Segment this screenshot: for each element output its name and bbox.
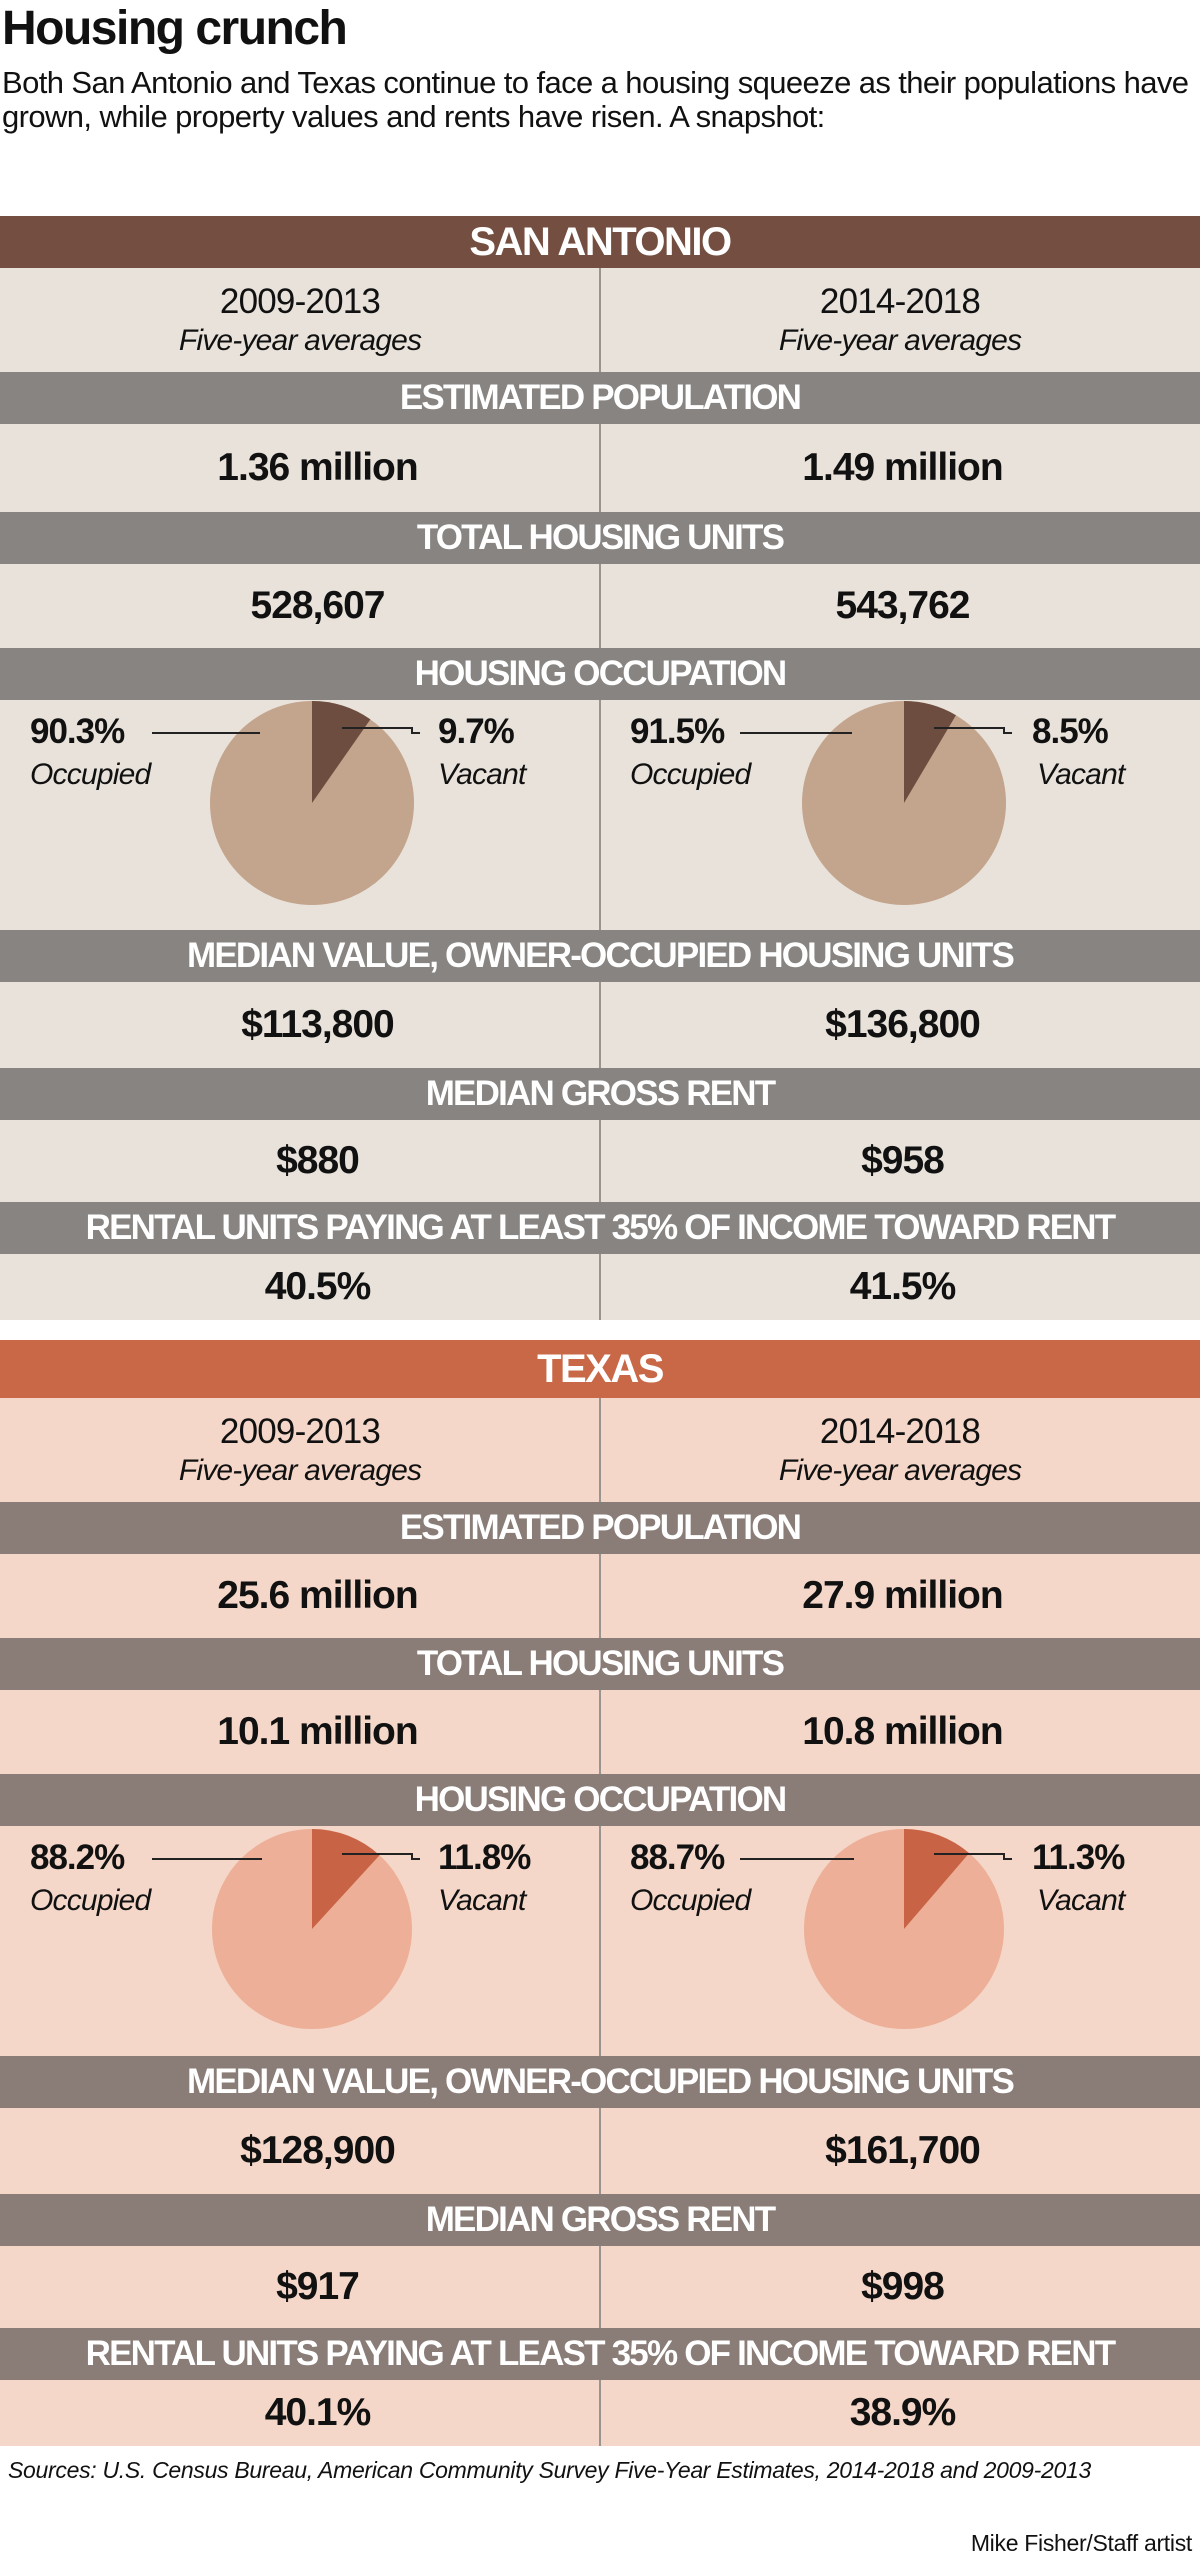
metric-value: $161,700: [825, 2129, 981, 2172]
metric-header: HOUSING OCCUPATION: [0, 648, 1200, 700]
period-header: 2014-2018 Five-year averages: [600, 268, 1200, 372]
metric-value-row: 40.5% 41.5%: [0, 1254, 1200, 1320]
metric-value: $880: [276, 1139, 360, 1182]
period-header: 2014-2018 Five-year averages: [600, 1398, 1200, 1502]
metric-header: TOTAL HOUSING UNITS: [0, 1638, 1200, 1690]
metric-value-row: 25.6 million 27.9 million: [0, 1554, 1200, 1638]
occupied-label: Occupied: [30, 758, 151, 791]
metric-value-row: 40.1% 38.9%: [0, 2380, 1200, 2446]
metric-value: 10.1 million: [217, 1710, 418, 1753]
metric-value: $113,800: [241, 1003, 395, 1046]
vacant-leader-line: [934, 727, 1012, 734]
pie-chart: [740, 1829, 1012, 2029]
metric-header: RENTAL UNITS PAYING AT LEAST 35% OF INCO…: [0, 2328, 1200, 2380]
column-divider: [599, 268, 601, 1320]
metric-value-row: $128,900 $161,700: [0, 2108, 1200, 2194]
period-note: Five-year averages: [178, 1454, 422, 1487]
metric-header: MEDIAN GROSS RENT: [0, 2194, 1200, 2246]
pie-slice-vacant: [904, 701, 956, 803]
metric-value: 1.36 million: [217, 446, 418, 489]
metric-header: ESTIMATED POPULATION: [0, 372, 1200, 424]
period-header: 2009-2013 Five-year averages: [0, 1398, 600, 1502]
metric-header: MEDIAN GROSS RENT: [0, 1068, 1200, 1120]
region-texas: TEXAS 2009-2013 Five-year averages 2014-201…: [0, 1340, 1200, 2446]
metric-header: MEDIAN VALUE, OWNER-OCCUPIED HOUSING UNI…: [0, 930, 1200, 982]
intro-text: Both San Antonio and Texas continue to f…: [2, 65, 1189, 134]
vacant-leader-line: [934, 1853, 1012, 1860]
metric-value: $917: [276, 2265, 360, 2308]
region-header: SAN ANTONIO: [0, 216, 1200, 268]
column-divider: [599, 1398, 601, 2446]
vacant-percent: 11.3%: [1032, 1838, 1125, 1877]
metric-value: $998: [861, 2265, 945, 2308]
regions: SAN ANTONIO 2009-2013 Five-year averages 20…: [0, 216, 1200, 2446]
metric-value: $136,800: [825, 1003, 981, 1046]
pie-chart: [740, 701, 1012, 905]
occupied-label: Occupied: [630, 758, 751, 791]
occupied-percent: 90.3%: [30, 712, 125, 751]
pie-row: 88.2% Occupied 11.8% Vacant 88.7% Occupied 11.…: [0, 1826, 1200, 2056]
period-years: 2014-2018: [819, 1412, 981, 1451]
vacant-leader-line: [342, 727, 420, 734]
pie-slice-vacant: [312, 701, 371, 803]
vacant-label: Vacant: [1037, 1884, 1125, 1917]
metric-value: 38.9%: [849, 2391, 957, 2434]
metric-value: 528,607: [250, 584, 386, 627]
occupied-label: Occupied: [30, 1884, 151, 1917]
metric-value: 41.5%: [849, 1265, 957, 1308]
metric-header: TOTAL HOUSING UNITS: [0, 512, 1200, 564]
occupied-percent: 88.7%: [630, 1838, 725, 1877]
period-years: 2014-2018: [819, 282, 981, 321]
metric-value: $128,900: [240, 2129, 396, 2172]
region-san-antonio: SAN ANTONIO 2009-2013 Five-year averages 20…: [0, 216, 1200, 1320]
headline: Housing crunch: [2, 2, 348, 55]
metric-header: RENTAL UNITS PAYING AT LEAST 35% OF INCO…: [0, 1202, 1200, 1254]
period-note: Five-year averages: [178, 324, 422, 357]
period-note: Five-year averages: [778, 324, 1022, 357]
period-row: 2009-2013 Five-year averages 2014-2018 Five…: [0, 268, 1200, 372]
vacant-percent: 8.5%: [1032, 712, 1109, 751]
metric-value: 10.8 million: [802, 1710, 1003, 1753]
metric-header: HOUSING OCCUPATION: [0, 1774, 1200, 1826]
metric-value-row: $880 $958: [0, 1120, 1200, 1202]
period-years: 2009-2013: [219, 282, 381, 321]
vacant-label: Vacant: [438, 758, 526, 791]
metric-value: 543,762: [835, 584, 971, 627]
credit: Mike Fisher/Staff artist: [970, 2530, 1192, 2556]
vacant-label: Vacant: [438, 1884, 526, 1917]
occupied-percent: 91.5%: [630, 712, 725, 751]
sources-note: Sources: U.S. Census Bureau, American Co…: [8, 2457, 1091, 2483]
metric-header: ESTIMATED POPULATION: [0, 1502, 1200, 1554]
metric-value-row: $113,800 $136,800: [0, 982, 1200, 1068]
region-header: TEXAS: [0, 1340, 1200, 1398]
vacant-leader-line: [342, 1853, 420, 1860]
vacant-percent: 11.8%: [438, 1838, 531, 1877]
metric-value: 27.9 million: [802, 1574, 1003, 1617]
pie-chart: [152, 701, 420, 905]
metric-value-row: 10.1 million 10.8 million: [0, 1690, 1200, 1774]
metric-value-row: 1.36 million 1.49 million: [0, 424, 1200, 512]
pie-chart: [152, 1829, 420, 2029]
period-note: Five-year averages: [778, 1454, 1022, 1487]
period-years: 2009-2013: [219, 1412, 381, 1451]
period-row: 2009-2013 Five-year averages 2014-2018 Five…: [0, 1398, 1200, 1502]
period-header: 2009-2013 Five-year averages: [0, 268, 600, 372]
metric-value: 40.1%: [264, 2391, 372, 2434]
metric-value: 1.49 million: [802, 446, 1003, 489]
metric-value: $958: [861, 1139, 945, 1182]
occupied-percent: 88.2%: [30, 1838, 125, 1877]
vacant-percent: 9.7%: [438, 712, 515, 751]
vacant-label: Vacant: [1037, 758, 1125, 791]
metric-value: 25.6 million: [217, 1574, 418, 1617]
region-body: 2009-2013 Five-year averages 2014-2018 Five…: [0, 268, 1200, 1320]
pie-row: 90.3% Occupied 9.7% Vacant 91.5% Occupied 8.5%…: [0, 700, 1200, 930]
metric-header: MEDIAN VALUE, OWNER-OCCUPIED HOUSING UNI…: [0, 2056, 1200, 2108]
metric-value: 40.5%: [264, 1265, 372, 1308]
metric-value-row: 528,607 543,762: [0, 564, 1200, 648]
occupied-label: Occupied: [630, 1884, 751, 1917]
metric-value-row: $917 $998: [0, 2246, 1200, 2328]
region-body: 2009-2013 Five-year averages 2014-2018 Five…: [0, 1398, 1200, 2446]
